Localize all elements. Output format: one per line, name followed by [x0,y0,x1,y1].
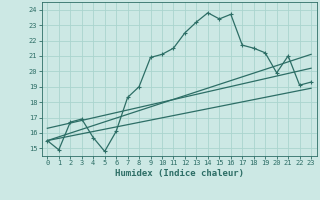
X-axis label: Humidex (Indice chaleur): Humidex (Indice chaleur) [115,169,244,178]
